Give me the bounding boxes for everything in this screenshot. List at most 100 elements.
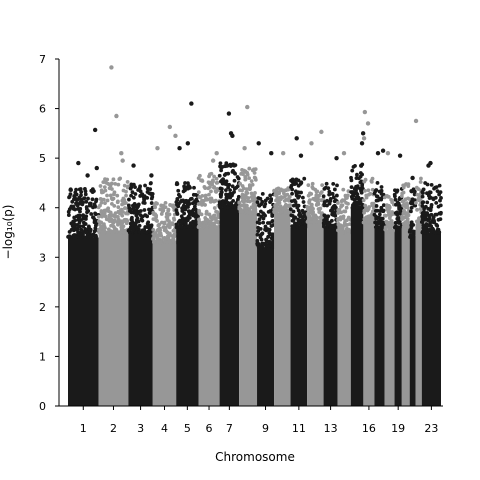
snp-point: [270, 232, 275, 237]
snp-point: [283, 210, 288, 215]
x-axis-title: Chromosome: [215, 450, 295, 464]
snp-point: [316, 219, 321, 224]
snp-point: [438, 211, 443, 216]
snp-point: [83, 192, 88, 197]
snp-point: [151, 236, 156, 241]
snp-point: [154, 218, 159, 223]
snp-point: [396, 221, 401, 225]
snp-point: [175, 182, 180, 186]
snp-point: [305, 204, 310, 209]
snp-point: [101, 190, 106, 195]
top-hit-point: [413, 118, 419, 124]
snp-point: [105, 177, 110, 182]
snp-point: [274, 210, 279, 215]
snp-point: [147, 191, 152, 196]
snp-point: [393, 194, 397, 199]
top-hit-point: [294, 136, 299, 141]
snp-point: [145, 195, 150, 200]
snp-point: [409, 234, 413, 239]
snp-point: [260, 199, 265, 204]
snp-point: [253, 197, 257, 202]
snp-point: [235, 175, 240, 179]
x-tick-label: 2: [110, 422, 117, 435]
snp-point: [290, 187, 295, 192]
snp-point: [352, 186, 357, 191]
snp-point: [321, 224, 326, 229]
snp-point: [179, 198, 184, 203]
snp-point: [200, 179, 205, 183]
y-tick-label: 2: [39, 301, 46, 314]
snp-point: [299, 218, 304, 223]
snp-point: [212, 206, 217, 210]
chromosome-23-points: [419, 181, 443, 406]
snp-point: [119, 211, 123, 216]
snp-point: [259, 237, 264, 242]
top-hit-point: [214, 150, 219, 156]
snp-point: [82, 215, 87, 220]
axes-layer: [58, 59, 443, 407]
snp-point: [208, 185, 212, 189]
snp-point: [331, 181, 336, 186]
snp-point: [354, 191, 359, 196]
top-hit-point: [189, 101, 194, 106]
chromosome-13-points: [321, 181, 339, 406]
snp-point: [196, 202, 201, 206]
snp-point: [297, 221, 302, 225]
snp-point: [143, 225, 148, 229]
snp-point: [115, 229, 120, 234]
snp-point: [253, 210, 258, 215]
snp-point: [203, 203, 207, 207]
snp-point: [113, 181, 118, 186]
snp-point: [149, 223, 154, 228]
snp-point: [218, 205, 222, 209]
snp-point: [91, 205, 95, 210]
snp-point: [308, 191, 312, 196]
snp-point: [346, 201, 350, 206]
snp-point: [163, 201, 168, 205]
snp-point: [375, 181, 380, 185]
snp-point: [290, 218, 295, 223]
snp-point: [308, 209, 313, 214]
snp-point: [124, 193, 128, 198]
snp-point: [374, 204, 379, 208]
snp-point: [427, 190, 432, 195]
snp-point: [269, 224, 274, 228]
snp-point: [90, 187, 95, 192]
snp-point: [359, 190, 364, 195]
snp-point: [92, 229, 97, 234]
snp-point: [191, 192, 196, 197]
snp-point: [215, 180, 220, 185]
snp-point: [350, 205, 355, 210]
snp-point: [231, 204, 236, 209]
snp-point: [161, 225, 166, 230]
snp-point: [409, 220, 414, 225]
snp-point: [268, 193, 273, 198]
snp-point: [230, 184, 235, 189]
snp-point: [335, 183, 339, 188]
x-tick-label: 3: [137, 422, 144, 435]
snp-point: [218, 186, 223, 191]
snp-point: [336, 211, 341, 215]
snp-point: [331, 195, 336, 200]
snp-point: [86, 209, 91, 213]
snp-point: [333, 205, 338, 210]
snp-point: [300, 225, 305, 229]
snp-point: [417, 223, 421, 228]
snp-point: [180, 208, 185, 212]
snp-point: [83, 235, 87, 240]
snp-point: [133, 221, 138, 226]
snp-point: [331, 213, 336, 217]
snp-point: [242, 199, 247, 204]
snp-point: [210, 182, 215, 187]
snp-point: [97, 222, 102, 227]
top-hit-point: [385, 150, 391, 156]
chromosome-3-dense-points: [128, 232, 153, 406]
snp-point: [363, 203, 368, 208]
snp-point: [125, 185, 130, 190]
snp-point: [206, 218, 210, 223]
snp-point: [230, 191, 235, 196]
snp-point: [255, 241, 260, 246]
snp-point: [140, 218, 145, 223]
snp-point: [263, 202, 268, 206]
chromosome-13-dense-points: [323, 227, 338, 406]
